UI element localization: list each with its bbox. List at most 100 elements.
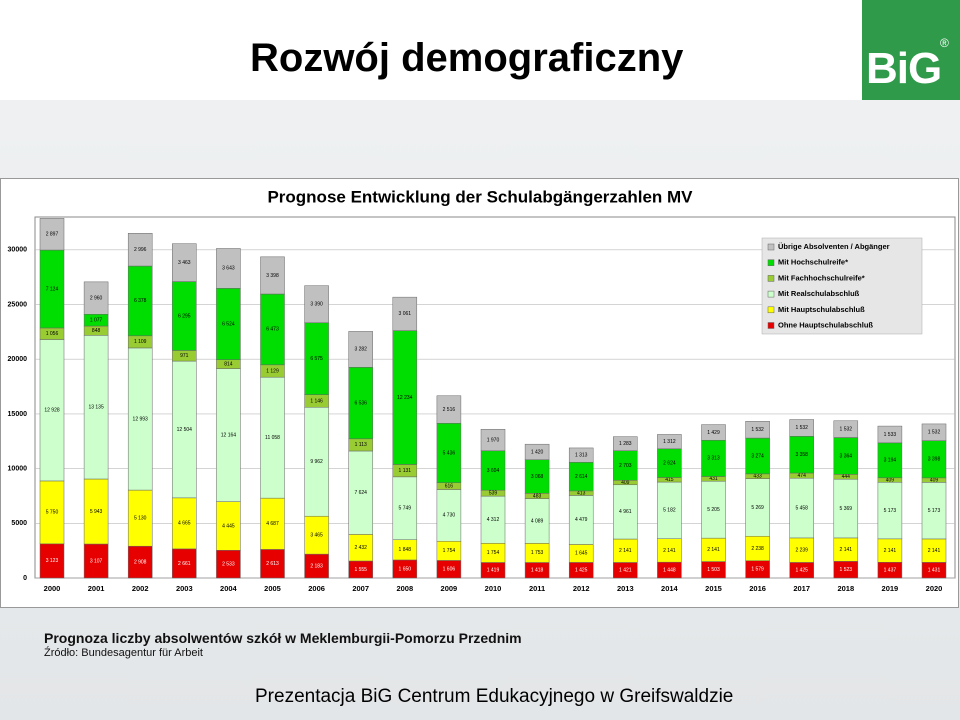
bar-segment [833, 420, 859, 438]
data-label: 2 141 [884, 548, 897, 554]
bar-segment [172, 548, 197, 579]
data-label: 1 645 [575, 551, 588, 557]
bar-segment [392, 476, 418, 540]
data-label: 4 665 [178, 521, 191, 527]
bar-segment [39, 480, 65, 545]
data-label: 1 532 [795, 425, 808, 431]
bar-segment [39, 249, 65, 329]
x-tick-label: 2014 [661, 584, 679, 593]
data-label: 444 [842, 474, 851, 480]
chart-title: Prognose Entwicklung der Schulabgängerza… [267, 187, 693, 206]
data-label: 6 473 [266, 327, 279, 333]
x-tick-label: 2015 [705, 584, 722, 593]
data-label: 5 182 [663, 508, 676, 514]
bar-segment [39, 339, 65, 482]
bar-segment [216, 368, 241, 502]
bar-segment [921, 423, 947, 441]
bar-segment [745, 421, 770, 439]
data-label: 1 109 [134, 339, 147, 345]
data-label: 814 [224, 361, 233, 367]
logo-mark: ® [940, 36, 949, 50]
slide-title: Rozwój demograficzny [250, 36, 684, 80]
data-label: 3 107 [90, 558, 103, 564]
bar-segment [304, 285, 329, 324]
data-label: 1 532 [928, 430, 941, 436]
bar-segment [127, 347, 153, 491]
data-label: 1 419 [487, 568, 500, 574]
bar-segment [568, 495, 594, 545]
legend-swatch [767, 243, 775, 251]
bar-segment [524, 459, 550, 494]
data-label: 4 089 [531, 518, 544, 524]
data-label: 1 579 [751, 567, 764, 573]
data-label: 3 390 [310, 302, 323, 308]
data-label: 6 536 [354, 400, 367, 406]
data-label: 2 141 [928, 548, 941, 554]
data-label: 483 [533, 493, 542, 499]
data-label: 409 [886, 477, 895, 483]
y-tick-label: 15000 [8, 411, 28, 418]
legend-swatch [767, 290, 775, 298]
data-label: 1 077 [90, 317, 103, 323]
data-label: 5 458 [795, 505, 808, 511]
x-tick-label: 2009 [441, 584, 458, 593]
data-label: 3 194 [884, 458, 897, 464]
data-label: 1 532 [751, 427, 764, 433]
data-label: 2 614 [575, 474, 588, 480]
data-label: 3 358 [795, 452, 808, 458]
y-tick-label: 0 [23, 575, 27, 582]
data-label: 3 313 [707, 456, 720, 462]
data-label: 7 624 [354, 490, 367, 496]
data-label: 971 [180, 353, 189, 359]
bar-segment [127, 233, 153, 267]
legend-label: Übrige Absolventen / Abgänger [778, 242, 890, 251]
legend [761, 237, 923, 335]
data-label: 1 425 [795, 568, 808, 574]
data-label: 409 [621, 480, 630, 486]
data-label: 2 703 [619, 463, 632, 469]
data-label: 2 183 [310, 563, 323, 569]
bar-segment [701, 424, 726, 441]
data-label: 3 068 [531, 474, 544, 480]
data-label: 3 282 [354, 347, 367, 353]
bar-segment [524, 443, 550, 460]
bar-segment [260, 549, 285, 579]
data-label: 415 [665, 477, 674, 483]
data-label: 2 141 [619, 548, 632, 554]
x-tick-label: 2002 [132, 584, 149, 593]
data-label: 1 418 [531, 568, 544, 574]
bar-segment [657, 481, 682, 539]
x-tick-label: 2001 [88, 584, 105, 593]
bar-segment [216, 550, 241, 579]
bar-segment [83, 543, 109, 579]
bar-segment [172, 360, 197, 499]
data-label: 9 962 [310, 459, 323, 465]
bar-segment [789, 419, 814, 437]
bar-segment [127, 545, 153, 579]
legend-swatch [767, 259, 775, 266]
header: Rozwój demograficzny BiG ® [0, 0, 960, 100]
bar-segment [480, 428, 506, 452]
x-tick-label: 2011 [529, 584, 545, 593]
data-label: 2 897 [46, 232, 59, 238]
bar-segment [348, 450, 373, 535]
x-tick-label: 2020 [926, 584, 943, 593]
data-label: 1 606 [443, 567, 456, 573]
bar-segment [877, 482, 903, 540]
legend-swatch [767, 306, 775, 314]
bar-segment [83, 281, 109, 315]
data-label: 433 [753, 474, 762, 480]
x-tick-label: 2004 [220, 584, 238, 593]
data-label: 1 425 [575, 568, 588, 574]
y-tick-label: 10000 [8, 465, 28, 472]
bar-segment [436, 423, 462, 484]
bar-segment [745, 437, 770, 475]
data-label: 3 364 [840, 453, 853, 459]
caption: Prognoza liczby absolwentów szkół w Mekl… [44, 630, 522, 646]
data-label: 1 313 [575, 452, 588, 458]
bar-segment [260, 497, 285, 550]
bar-segment [127, 489, 153, 547]
data-label: 1 056 [46, 331, 59, 337]
data-label: 1 437 [884, 567, 897, 573]
